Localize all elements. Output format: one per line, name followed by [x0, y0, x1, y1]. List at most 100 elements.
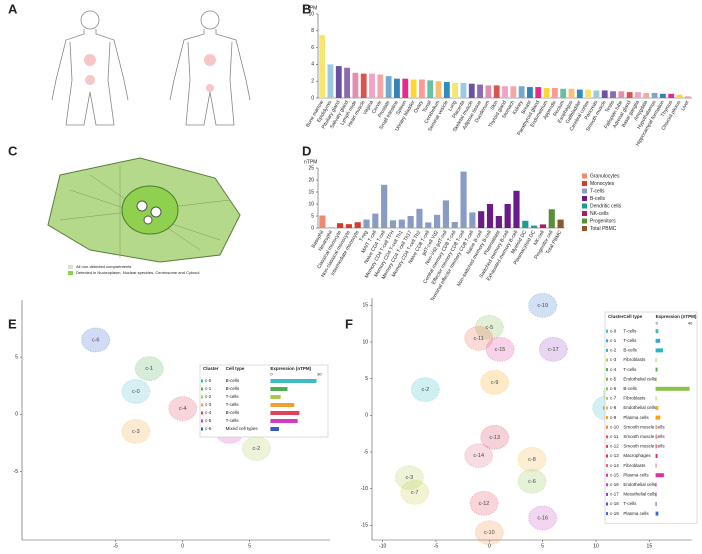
legend-table: [604, 311, 698, 524]
cluster-swatch: [606, 387, 608, 391]
y-tick-label: 0: [311, 95, 314, 101]
cluster-label: c-3: [406, 475, 414, 481]
table-cluster: c-6: [205, 426, 212, 431]
expression-bar: [655, 434, 657, 439]
cluster: [528, 505, 558, 531]
table-cell-type: Endothelial cells: [623, 405, 656, 410]
cluster: [464, 443, 494, 469]
bar: [618, 91, 625, 98]
expression-bar: [655, 329, 659, 334]
y-tick-label: 0: [311, 225, 314, 231]
expression-bar: [655, 338, 661, 343]
cluster-label: c-8: [528, 457, 536, 463]
expression-bar: [655, 492, 657, 497]
expression-bar: [655, 406, 659, 410]
table-cluster: c-3: [205, 402, 212, 407]
bar: [394, 78, 400, 98]
cluster-swatch: [606, 329, 608, 333]
cluster-label: c-6: [92, 337, 100, 343]
expression-bar: [655, 482, 657, 487]
y-tick-label: 25: [308, 165, 314, 171]
bar: [460, 82, 467, 98]
cluster: [410, 377, 440, 403]
bar: [668, 93, 675, 98]
expression-bar: [270, 427, 279, 431]
cluster-label: c-1: [145, 366, 153, 372]
y-tick-label: 5: [365, 376, 368, 382]
legend-table: [199, 364, 329, 438]
bar: [502, 86, 508, 98]
bar: [443, 82, 450, 98]
cluster: [517, 446, 547, 472]
bar: [601, 90, 608, 98]
bar: [442, 200, 449, 228]
cluster: [400, 479, 430, 505]
cluster-label: c-14: [473, 453, 484, 459]
bar: [345, 224, 352, 228]
table-cluster: c-18: [610, 501, 619, 506]
bar: [385, 76, 392, 98]
legend-swatch: [582, 226, 587, 231]
bar: [452, 82, 459, 98]
bar: [543, 87, 550, 98]
y-tick-label: 15: [308, 189, 314, 195]
x-tick-label: -5: [114, 543, 119, 549]
table-cell-type: T-cells: [226, 418, 240, 423]
cell-diagram: [47, 157, 241, 275]
table-cell-type: Smooth muscle cells: [623, 424, 665, 429]
x-tick-label: Testis: [604, 99, 616, 114]
table-cluster: c-12: [610, 444, 619, 449]
cluster: [81, 327, 111, 353]
legend-label: Total PBMC: [590, 226, 617, 232]
scale-label: 0: [656, 321, 659, 326]
scale-label: 40: [688, 321, 693, 326]
table-header: Cluster: [203, 366, 219, 371]
table-cluster: c-0: [610, 328, 617, 333]
table-cell-type: Endothelial cells: [623, 376, 656, 381]
cluster-swatch: [606, 502, 608, 506]
x-tick-label: Skin: [490, 99, 500, 111]
x-tick-label: -5: [434, 543, 439, 549]
bar: [485, 85, 492, 98]
bar: [504, 204, 511, 228]
table-cell-type: Smooth muscle cells: [623, 444, 665, 449]
expression-bar: [270, 411, 300, 415]
cluster-swatch: [606, 348, 608, 352]
bar: [335, 66, 342, 98]
y-tick-label: 10: [308, 11, 314, 17]
legend-swatch: [582, 181, 587, 186]
cluster: [469, 490, 499, 516]
cluster: [464, 325, 494, 351]
legend-swatch: [582, 218, 587, 224]
bar: [434, 214, 441, 228]
table-cell-type: Plasma cells: [623, 415, 649, 420]
table-cluster: c-4: [205, 410, 212, 415]
cluster: [121, 418, 151, 444]
cluster-swatch: [606, 512, 608, 516]
table-cell-type: Fibroblasts: [623, 396, 646, 401]
table-cell-type: Fibroblasts: [623, 463, 646, 468]
y-axis-label: nTPM: [304, 5, 317, 11]
x-tick-label: -10: [379, 543, 386, 549]
table-cluster: c-13: [610, 453, 619, 458]
legend-label: NK-cells: [590, 211, 609, 217]
y-tick-label: 15: [362, 303, 368, 309]
panel-label: E: [8, 316, 17, 331]
bar: [522, 220, 529, 228]
bar: [344, 67, 350, 98]
cluster: [480, 424, 510, 450]
cluster-swatch: [606, 425, 608, 429]
y-axis-label: nTPM: [304, 159, 317, 165]
cluster-label: c-10: [484, 530, 495, 536]
table-cluster: c-17: [610, 492, 619, 497]
bar: [527, 87, 533, 98]
table-header: Expression (nTPM): [656, 314, 697, 319]
bar: [676, 94, 683, 98]
table-cell-type: Plasma cells: [623, 472, 649, 477]
bar: [593, 90, 600, 98]
cluster-label: c-4: [179, 406, 187, 412]
bar: [560, 88, 567, 98]
bar: [684, 96, 691, 98]
cluster-swatch: [606, 454, 608, 458]
cluster-swatch: [606, 444, 608, 448]
